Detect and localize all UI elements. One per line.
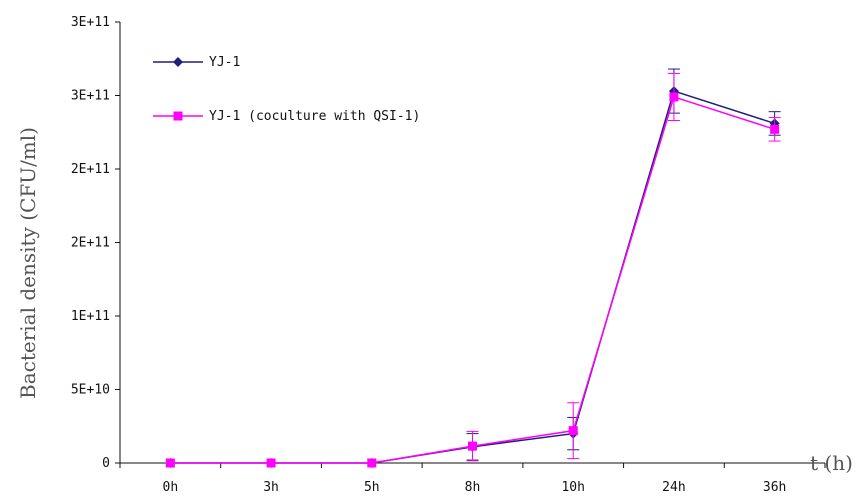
- data-point: [468, 441, 477, 451]
- y-tick-label: 3E+11: [71, 89, 110, 104]
- data-point: [669, 92, 679, 102]
- data-point: [266, 458, 276, 468]
- legend-label: YJ-1 (coculture with QSI-1): [209, 109, 420, 124]
- data-point: [367, 458, 377, 468]
- x-tick-label: 0h: [163, 480, 179, 495]
- x-tick-label: 3h: [263, 480, 279, 495]
- y-tick-label: 3E+11: [71, 15, 110, 30]
- series-1: [165, 68, 781, 468]
- y-axis-title: Bacterial density (CFU/ml): [16, 127, 40, 399]
- x-tick-label: 24h: [662, 480, 685, 495]
- x-tick-label: 10h: [561, 480, 584, 495]
- x-tick-label: 8h: [465, 480, 481, 495]
- y-tick-label: 1E+11: [71, 309, 110, 324]
- x-tick-label: 36h: [763, 480, 786, 495]
- data-point: [568, 426, 578, 436]
- legend-marker: [173, 111, 183, 121]
- data-point: [165, 458, 175, 468]
- y-tick-label: 0: [102, 456, 110, 471]
- y-tick-label: 2E+11: [71, 236, 110, 251]
- legend-label: YJ-1: [209, 55, 240, 70]
- y-tick-label: 2E+11: [71, 162, 110, 177]
- legend-marker: [173, 57, 183, 67]
- legend: YJ-1 YJ-1 (coculture with QSI-1): [153, 55, 420, 124]
- y-tick-label: 5E+10: [71, 383, 110, 398]
- x-axis-title: t (h): [810, 451, 853, 475]
- series-layer: [165, 68, 781, 468]
- series-line: [170, 96, 775, 464]
- x-tick-label: 5h: [364, 480, 380, 495]
- data-point: [770, 124, 780, 134]
- x-axis-ticks: 0h 3h 5h 8h 10h 24h 36h: [119, 463, 826, 495]
- y-axis-ticks: 0 5E+10 1E+11 2E+11 2E+11 3E+11 3E+11: [71, 15, 120, 471]
- series-2: [165, 72, 781, 468]
- series-line: [170, 90, 775, 464]
